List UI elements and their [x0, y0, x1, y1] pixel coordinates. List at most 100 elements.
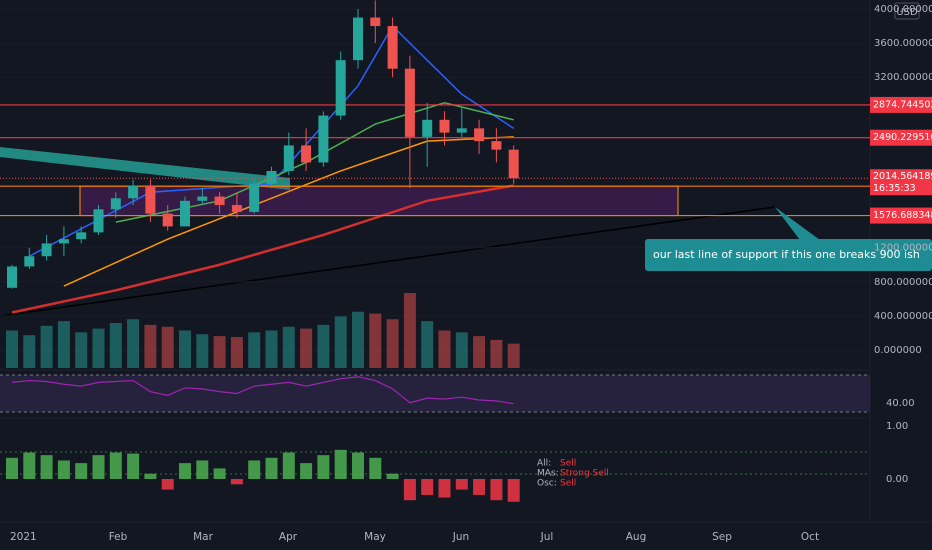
volume-bar: [455, 332, 468, 368]
osc-bar: [334, 449, 347, 479]
candle-body: [231, 205, 242, 212]
osc-bar: [490, 479, 503, 501]
annotation: our last line of support if this one bre…: [653, 248, 920, 261]
last-price-label: 2014.564189: [873, 171, 932, 182]
time-label: Mar: [193, 531, 213, 543]
time-label: May: [364, 531, 386, 543]
volume-bar: [179, 330, 191, 368]
price-tag: [870, 96, 932, 113]
currency: USD: [896, 7, 918, 18]
osc-bar: [92, 455, 105, 479]
price-label: 3600.000000: [874, 38, 932, 49]
moving-average: [11, 184, 514, 314]
candle-body: [24, 256, 35, 267]
volume-bar: [213, 336, 226, 368]
price-label: 3200.000000: [874, 72, 932, 83]
candle-body: [387, 26, 398, 69]
osc-bar: [386, 473, 399, 479]
osc-bar: [438, 479, 451, 498]
candle-body: [370, 17, 381, 27]
time-label: 2021: [10, 531, 37, 543]
time-label: Oct: [801, 531, 819, 543]
moving-average: [63, 136, 514, 287]
rating-value: Sell: [560, 459, 576, 469]
osc-label: 0.00: [886, 474, 908, 485]
time-label: Jun: [452, 531, 469, 543]
osc-bar: [109, 452, 122, 479]
candle-body: [318, 115, 329, 163]
support-zone: [79, 185, 679, 217]
price-tag-label: 2874.744502: [873, 99, 932, 110]
osc-bar: [75, 463, 88, 479]
grid: [0, 0, 932, 523]
volume-bar: [6, 330, 18, 368]
osc-label: 1.00: [886, 421, 908, 432]
osc-bar: [23, 452, 36, 479]
volume-bar: [127, 319, 140, 368]
price-label: 400.000000: [874, 311, 932, 322]
volume-bar: [265, 330, 278, 368]
price-label: 1200.000000: [874, 243, 932, 254]
osc-bar: [40, 455, 53, 479]
volume-bar: [386, 319, 399, 368]
volume-bar: [75, 332, 88, 368]
volume-bar: [144, 324, 157, 368]
osc-bar: [403, 479, 416, 501]
candle-body: [439, 119, 450, 133]
osc-bar: [352, 452, 364, 479]
candle-body: [404, 68, 415, 137]
trend-line: [0, 206, 776, 317]
osc-bar: [421, 479, 434, 495]
rsi-band: [0, 375, 870, 412]
volume-bar: [230, 337, 243, 368]
osc-bar: [230, 479, 243, 485]
price-tag: [870, 129, 932, 146]
candle-body: [335, 60, 346, 116]
time-label: Sep: [712, 531, 732, 543]
candle-body: [76, 232, 87, 240]
volume-bar: [161, 326, 174, 368]
candle-body: [508, 149, 519, 179]
volume-bar: [196, 334, 209, 368]
candle-body: [110, 198, 121, 210]
volume-bar: [334, 316, 347, 368]
volume-bar: [421, 321, 434, 368]
osc-bar: [161, 479, 174, 490]
rsi-label: 40.00: [886, 398, 915, 409]
candle-body: [145, 185, 156, 214]
osc-bar: [144, 473, 157, 479]
volume-bar: [40, 325, 53, 368]
main-pane: [0, 0, 870, 502]
volume-bar: [317, 324, 330, 368]
price-tag-label: 2490.229516: [873, 132, 932, 143]
osc-bar: [369, 457, 382, 479]
candle-body: [128, 185, 139, 199]
candle-body: [491, 141, 502, 150]
candle-body: [266, 170, 277, 184]
volume-bar: [473, 336, 486, 368]
volume-bar: [109, 323, 122, 368]
time-label: Feb: [109, 531, 128, 543]
price-tag: [870, 207, 932, 224]
price-label: 4000.000000: [874, 4, 932, 15]
volume-bar: [352, 311, 364, 368]
candle-body: [58, 239, 69, 244]
volume-bar: [23, 335, 36, 368]
last-price-tag: [870, 169, 932, 196]
osc-bar: [6, 457, 18, 479]
price-tag-label: 1576.688348: [873, 210, 932, 221]
candle-body: [41, 243, 52, 257]
time-label: Apr: [279, 531, 298, 543]
rsi-line: [11, 376, 514, 405]
osc-bar: [300, 463, 313, 479]
rating-name: MAs:: [537, 469, 559, 479]
volume-bar: [57, 321, 70, 368]
osc-bar: [473, 479, 486, 495]
candle-body: [301, 145, 312, 163]
osc-bar: [213, 468, 226, 479]
callout-box: [645, 239, 932, 271]
volume-bar: [92, 328, 105, 368]
volume-bar: [248, 332, 261, 368]
volume-bar: [490, 339, 503, 368]
